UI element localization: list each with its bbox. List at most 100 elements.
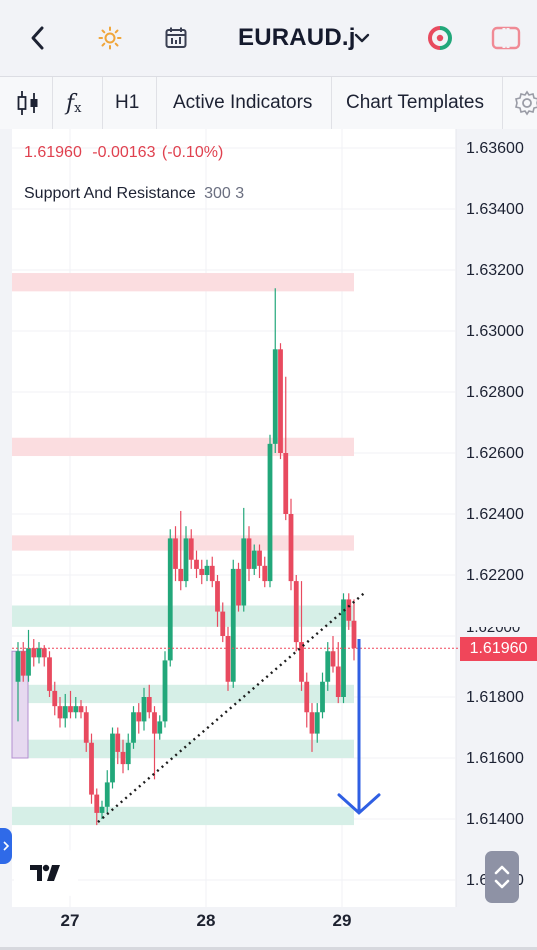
chart-area[interactable]: 1.63600 1.63400 1.63200 1.63000 1.62800 1.626…: [0, 129, 537, 907]
candle-body: [299, 642, 304, 682]
x-tick-label: 28: [196, 911, 216, 930]
candle-body: [110, 733, 115, 783]
candle-body: [146, 697, 152, 713]
tradingview-logo-icon[interactable]: [14, 850, 78, 896]
candle-body: [188, 538, 194, 560]
candle-body: [115, 733, 121, 752]
candle-body: [152, 712, 157, 734]
y-tick-label: 1.61800: [466, 689, 524, 706]
candle-body: [178, 568, 184, 582]
candle-body: [241, 538, 247, 606]
resistance-zone: [12, 273, 354, 292]
candle-body: [89, 742, 94, 795]
x-tick-label: 27: [60, 911, 80, 930]
candle-body: [199, 568, 205, 575]
candle-body: [325, 651, 331, 682]
candle-body: [141, 697, 147, 722]
candle-body: [330, 651, 336, 667]
candles-group: [15, 288, 357, 826]
quote-change: -0.00163: [92, 144, 156, 161]
expand-updown-icon[interactable]: [485, 851, 519, 903]
candle-body: [78, 706, 84, 713]
candle-body: [62, 706, 68, 719]
gear-icon[interactable]: [514, 77, 537, 129]
top-bar: EURAUD.j: [0, 0, 537, 77]
support-zone: [12, 605, 354, 627]
symbol-title[interactable]: EURAUD.j: [238, 24, 356, 51]
candles-icon[interactable]: [16, 77, 40, 129]
candle-body: [204, 565, 210, 575]
candle-body: [157, 721, 163, 734]
overlays-group: [12, 592, 460, 823]
y-tick-label: 1.63600: [466, 140, 524, 157]
candle-body: [15, 651, 21, 682]
y-tick-label: 1.63200: [466, 262, 524, 279]
candle-body: [320, 681, 325, 713]
candle-body: [225, 636, 231, 682]
candle-body: [288, 514, 294, 582]
candle-body: [99, 806, 105, 813]
active-indicators-button[interactable]: Active Indicators: [173, 92, 313, 113]
candle-body: [215, 581, 220, 612]
trend-line: [97, 592, 365, 823]
candle-body: [183, 538, 189, 582]
candle-body: [335, 666, 341, 697]
candle-body: [41, 648, 47, 658]
candle-body: [341, 599, 346, 697]
candle-body: [262, 565, 268, 582]
candle-body: [314, 712, 320, 734]
candle-body: [131, 712, 136, 743]
resistance-zone: [12, 437, 354, 457]
candle-body: [236, 568, 241, 606]
candle-body: [47, 657, 52, 691]
candle-body: [120, 751, 126, 765]
candle-body: [351, 620, 357, 649]
candle-body: [125, 742, 131, 765]
indicator-params: 300 3: [204, 185, 245, 202]
projection-arrow-head: [337, 793, 381, 815]
quote-price: 1.61960: [24, 144, 82, 161]
candle-body: [194, 559, 199, 569]
candle-body: [220, 611, 226, 636]
chevron-right-icon[interactable]: [0, 828, 12, 864]
y-tick-label: 1.62200: [466, 567, 524, 584]
candle-body: [94, 794, 100, 813]
candle-body: [26, 648, 31, 676]
layout-icon[interactable]: [490, 22, 522, 54]
candle-body: [83, 712, 89, 743]
x-axis: 27 28 29: [0, 907, 537, 950]
y-tick-label: 1.61400: [466, 811, 524, 828]
x-tick-label: 29: [332, 911, 352, 930]
indicator-name: Support And Resistance: [24, 185, 196, 202]
candle-body: [31, 648, 37, 658]
candle-body: [257, 550, 262, 566]
indicator-legend[interactable]: Support And Resistance 300 3: [24, 185, 244, 203]
candle-body: [57, 706, 63, 719]
chevron-down-icon[interactable]: [346, 22, 378, 54]
support-zone: [12, 684, 354, 704]
candle-body: [136, 712, 142, 722]
candle-body: [272, 349, 278, 444]
resistance-zone: [12, 535, 354, 551]
timeframe-button[interactable]: H1: [115, 92, 140, 113]
sun-icon[interactable]: [94, 22, 126, 54]
candlestick-chart[interactable]: 1.63600 1.63400 1.63200 1.63000 1.62800 1.626…: [0, 129, 537, 907]
sr-zones: [11, 273, 354, 826]
quote-line: 1.61960 -0.00163 (-0.10%): [24, 144, 223, 162]
support-zone: [12, 806, 354, 826]
candle-body: [68, 706, 73, 713]
candle-body: [36, 648, 42, 658]
y-tick-label: 1.62600: [466, 445, 524, 462]
trade-circle-icon[interactable]: [424, 22, 456, 54]
candle-body: [278, 349, 283, 453]
calendar-icon[interactable]: [160, 22, 192, 54]
chart-templates-button[interactable]: Chart Templates: [346, 92, 484, 113]
partial-price-label: 1.62000: [466, 627, 521, 636]
y-tick-label: 1.63000: [466, 323, 524, 340]
quote-change-pct: (-0.10%): [161, 144, 224, 161]
candle-body: [173, 538, 178, 569]
candle-body: [267, 443, 273, 582]
chevron-left-icon[interactable]: [22, 22, 54, 54]
